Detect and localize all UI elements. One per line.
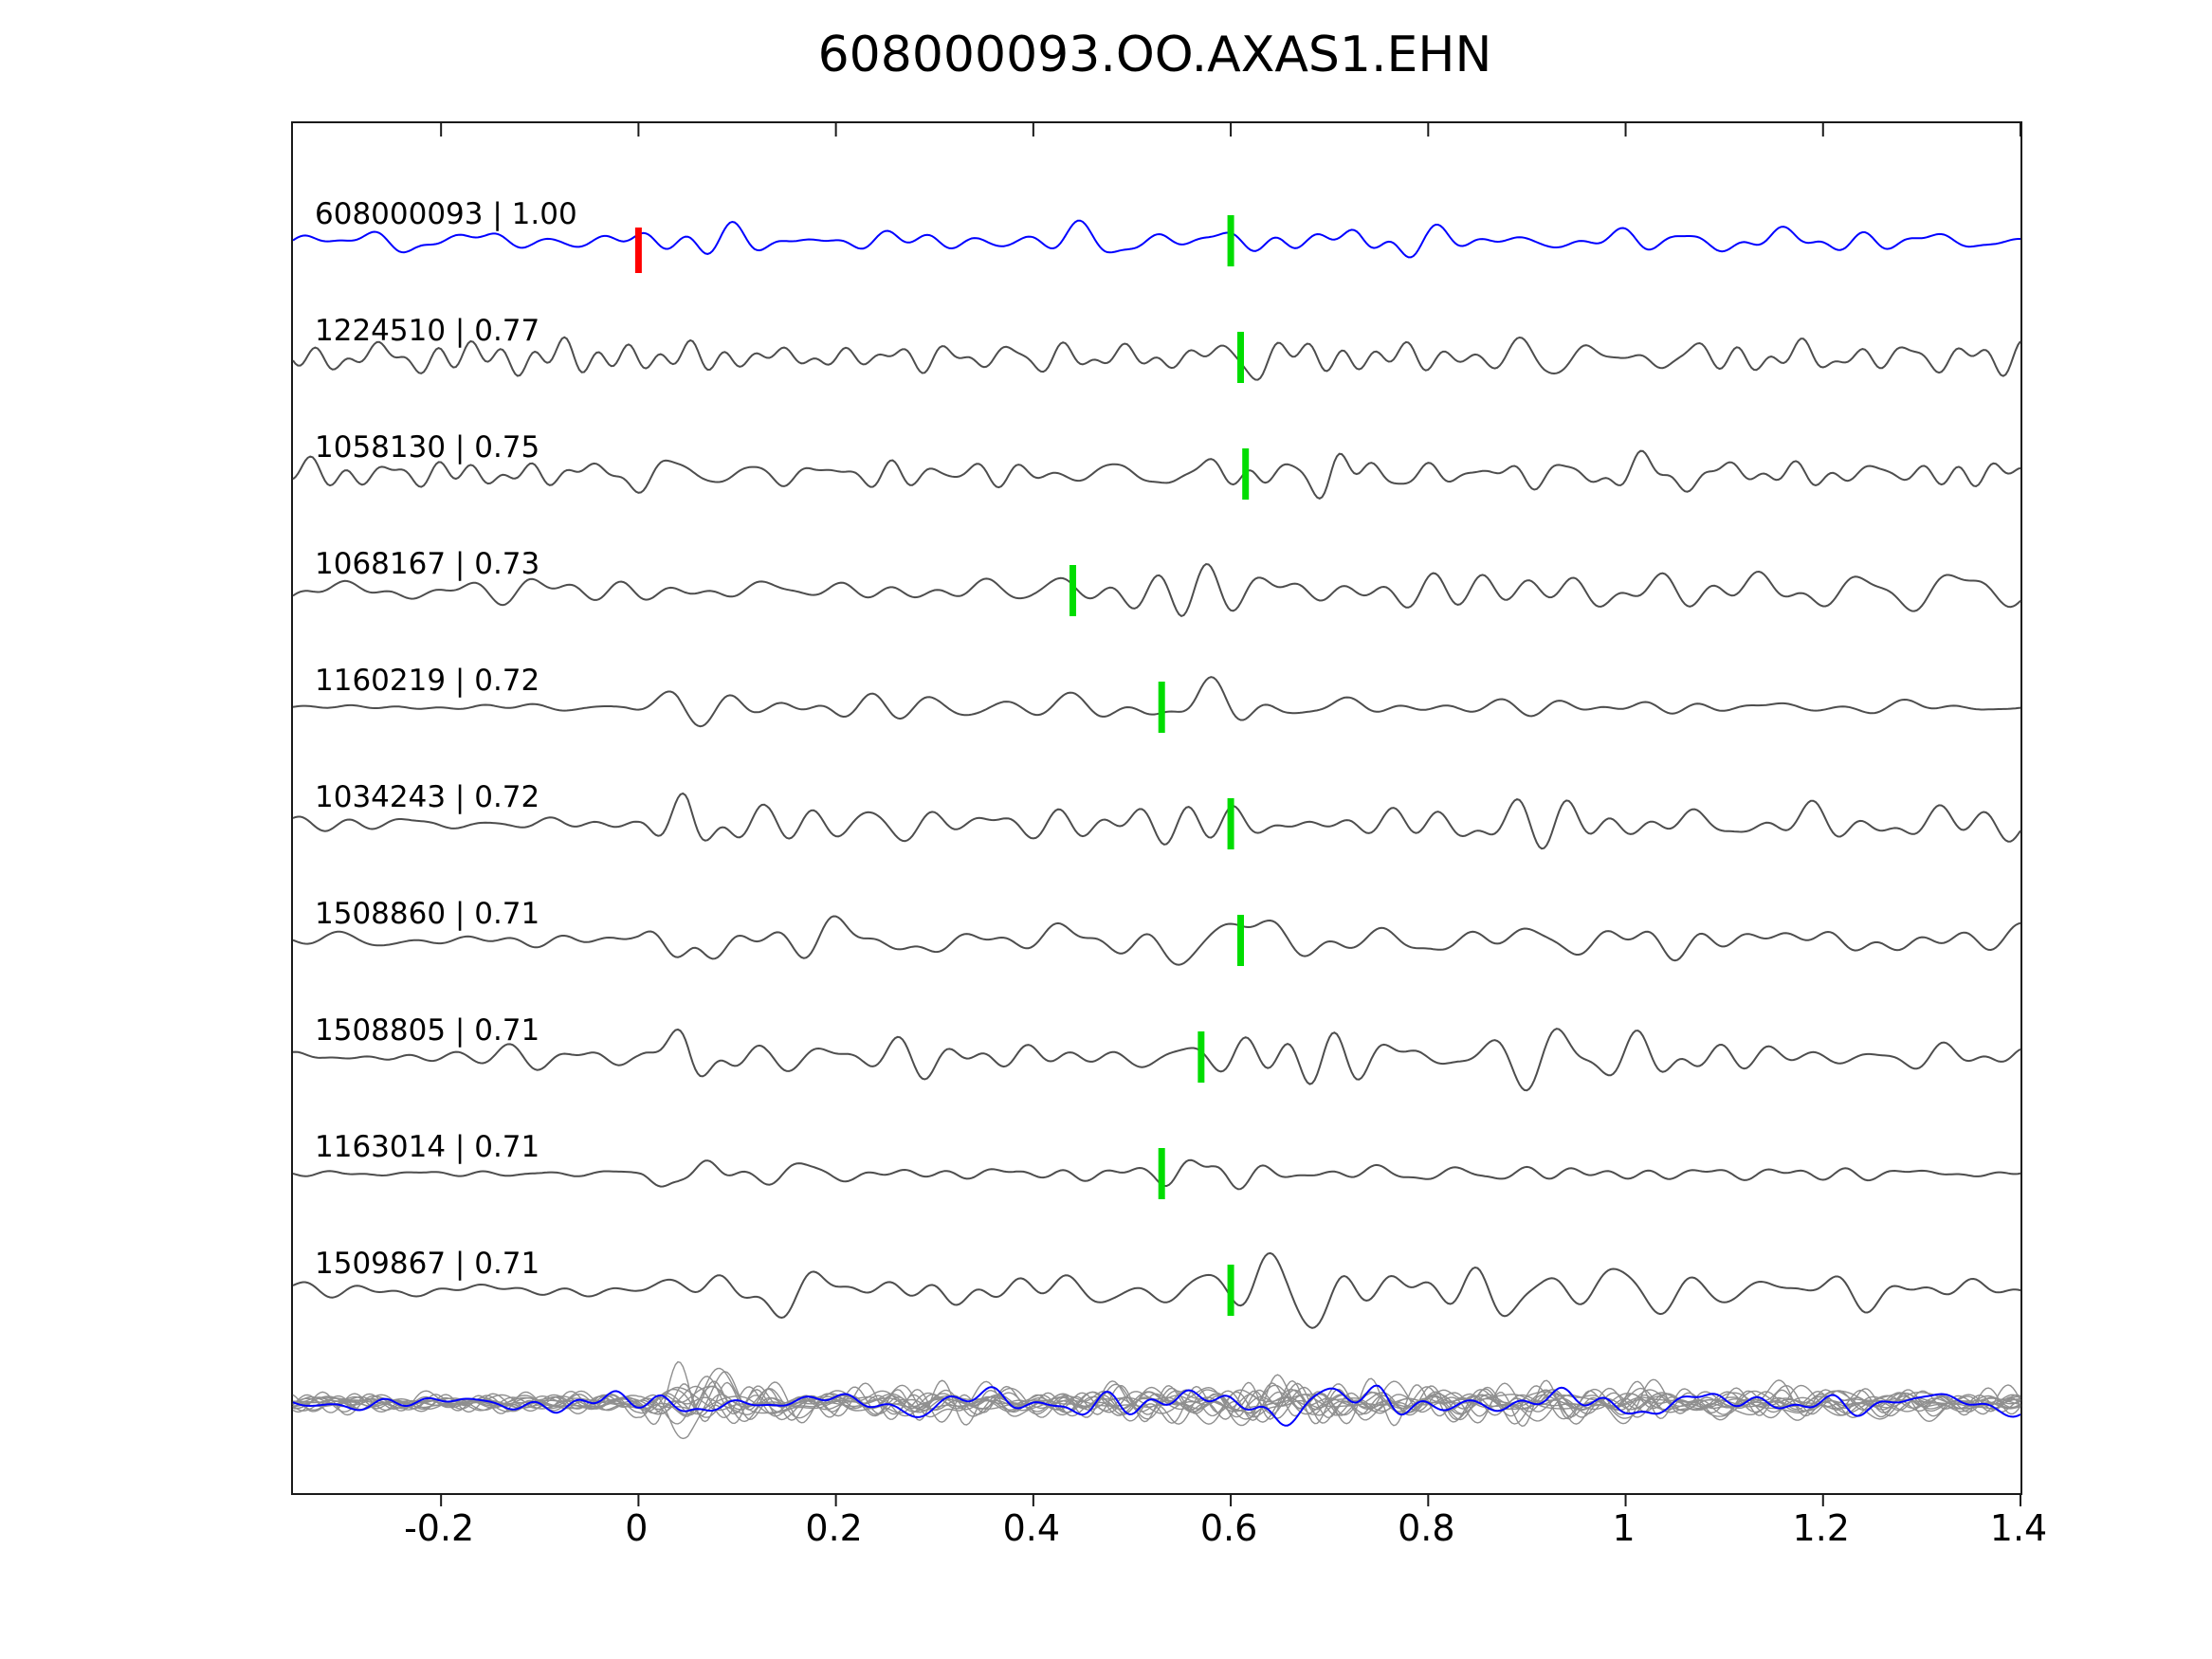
match-trace (292, 562, 2021, 618)
match-trace (292, 1251, 2021, 1329)
plot-area: 608000093 | 1.00 1224510 | 0.77 1058130 | … (291, 121, 2022, 1506)
x-tick-label: 0.2 (805, 1507, 863, 1549)
x-tick-label: -0.2 (404, 1507, 475, 1549)
match-trace (292, 792, 2021, 850)
template-pick-marker (634, 228, 642, 273)
pick-marker (1236, 332, 1244, 383)
pick-marker (1227, 215, 1234, 266)
x-tick-label: 1.2 (1792, 1507, 1850, 1549)
match-trace (292, 1028, 2021, 1092)
overlay-trace (292, 1360, 2021, 1427)
x-tick-label: 0.4 (1002, 1507, 1061, 1549)
waveform-canvas (292, 123, 2021, 1506)
pick-marker (1227, 1265, 1234, 1316)
trace-label: 1058130 | 0.75 (315, 430, 540, 465)
match-trace (292, 1158, 2021, 1191)
pick-marker (1069, 565, 1077, 616)
pick-marker (1158, 682, 1165, 733)
pick-marker (1236, 915, 1244, 966)
match-trace (292, 915, 2021, 966)
match-trace (292, 336, 2021, 381)
x-tick-label: 0.6 (1199, 1507, 1258, 1549)
trace-label: 1224510 | 0.77 (315, 314, 540, 348)
pick-marker (1197, 1031, 1205, 1083)
match-trace (292, 449, 2021, 501)
overlay-trace (292, 1380, 2021, 1422)
trace-label: 1508860 | 0.71 (315, 897, 540, 931)
overlay-trace (292, 1367, 2021, 1424)
x-tick-label: 0 (625, 1507, 649, 1549)
pick-marker (1158, 1148, 1165, 1199)
trace-label: 1068167 | 0.73 (315, 547, 540, 581)
template-trace (292, 219, 2020, 259)
pick-marker (1227, 798, 1234, 849)
overlay-trace (292, 1383, 2021, 1425)
overlay-trace (293, 1380, 2020, 1425)
match-trace (292, 676, 2021, 728)
trace-label: 1160219 | 0.72 (315, 664, 540, 698)
x-tick-label: 1.4 (1989, 1507, 2048, 1549)
trace-label: 1508805 | 0.71 (315, 1013, 540, 1048)
x-tick-label: 1 (1612, 1507, 1636, 1549)
trace-label: 1509867 | 0.71 (315, 1247, 540, 1281)
pick-marker (1242, 448, 1250, 500)
overlay-template-trace (292, 1384, 2021, 1427)
trace-label: 608000093 | 1.00 (315, 197, 577, 231)
x-tick-label: 0.8 (1398, 1507, 1455, 1549)
trace-label: 1034243 | 0.72 (315, 780, 540, 814)
trace-label: 1163014 | 0.71 (315, 1130, 540, 1164)
plot-title: 608000093.OO.AXAS1.EHN (817, 27, 1492, 83)
